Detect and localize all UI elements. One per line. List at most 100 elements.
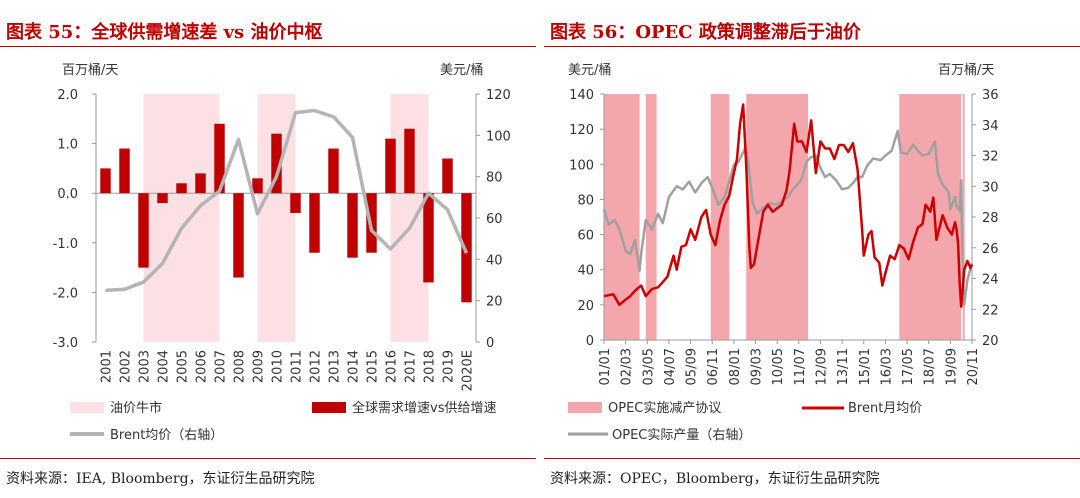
x-tick-label: 04/07 <box>663 348 678 385</box>
legend-label: Brent月均价 <box>848 401 922 416</box>
y2-tick-label: 22 <box>982 303 999 318</box>
x-tick-label: 2007 <box>214 350 229 383</box>
x-tick-label: 2017 <box>404 350 419 383</box>
legend-label: OPEC实施减产协议 <box>608 401 721 416</box>
demand-supply-bar <box>328 148 339 194</box>
y2-tick-label: 24 <box>982 273 999 288</box>
x-tick-label: 12/09 <box>814 348 829 385</box>
x-tick-label: 2019 <box>442 350 457 383</box>
x-tick-label: 10/05 <box>771 348 786 385</box>
y-tick-label: -2.0 <box>53 286 78 301</box>
source-rule <box>544 458 1080 459</box>
y2-tick-label: 30 <box>982 180 999 195</box>
x-tick-label: 2006 <box>195 350 210 383</box>
demand-supply-bar <box>461 193 472 303</box>
opec-cut-band <box>746 94 809 340</box>
y2-tick-label: 0 <box>486 336 494 351</box>
y2-tick-label: 20 <box>982 334 999 349</box>
demand-supply-bar <box>442 158 453 194</box>
x-tick-label: 13/11 <box>836 348 851 385</box>
x-tick-label: 08/01 <box>728 348 743 385</box>
demand-supply-bar <box>385 138 396 194</box>
left-axis-unit: 百万桶/天 <box>62 63 118 78</box>
right-axis-unit: 百万桶/天 <box>938 63 994 78</box>
x-tick-label: 2020E <box>461 350 476 391</box>
x-tick-label: 16/03 <box>879 348 894 385</box>
y2-tick-label: 60 <box>486 212 503 227</box>
x-tick-label: 2015 <box>366 350 381 383</box>
y2-tick-label: 20 <box>486 295 503 310</box>
x-tick-label: 2003 <box>138 350 153 383</box>
y-tick-label: -3.0 <box>53 336 78 351</box>
legend-swatch-band <box>568 402 602 413</box>
x-tick-label: 03/05 <box>641 348 656 385</box>
legend-swatch-band <box>70 402 104 413</box>
x-tick-label: 2008 <box>233 350 248 383</box>
chart-panel-56: 图表 56：OPEC 政策调整滞后于油价 140 120 100 80 60 40 20 0 3… <box>544 0 1080 498</box>
x-tick-label: 2005 <box>176 350 191 383</box>
x-tick-label: 2009 <box>252 350 267 383</box>
y2-tick-label: 100 <box>486 129 511 144</box>
brent-monthly-line <box>603 103 974 308</box>
chart-title: 图表 56：OPEC 政策调整滞后于油价 <box>550 22 861 43</box>
opec-cut-band <box>962 94 965 340</box>
y-tick-label: 40 <box>577 264 594 279</box>
y2-tick-label: 80 <box>486 171 503 186</box>
x-tick-label: 2014 <box>347 350 362 383</box>
x-tick-label: 01/01 <box>598 348 613 385</box>
demand-supply-bar <box>138 193 149 268</box>
y2-tick-label: 32 <box>982 150 999 165</box>
legend-label: 油价牛市 <box>110 400 162 416</box>
x-tick-label: 2012 <box>309 350 324 383</box>
x-tick-label: 2018 <box>423 350 438 383</box>
demand-supply-bar <box>157 193 168 204</box>
x-tick-label: 09/03 <box>750 348 765 385</box>
y-tick-label: 120 <box>569 123 594 138</box>
x-tick-label: 2004 <box>157 350 172 383</box>
y-tick-label: 80 <box>577 193 594 208</box>
x-tick-label: 02/03 <box>620 348 635 385</box>
x-tick-label: 06/11 <box>706 348 721 385</box>
right-axis-unit: 美元/桶 <box>440 63 483 78</box>
opec-cut-band <box>645 94 657 340</box>
x-tick-label: 2011 <box>290 350 305 383</box>
x-tick-label: 19/09 <box>944 348 959 385</box>
y2-tick-label: 40 <box>486 253 503 268</box>
x-tick-label: 2016 <box>385 350 400 383</box>
opec-production-line <box>602 129 974 306</box>
y-tick-label: 60 <box>577 229 594 244</box>
y2-tick-label: 28 <box>982 211 999 226</box>
y-tick-label: 0 <box>586 334 594 349</box>
demand-supply-bar <box>347 193 358 258</box>
x-tick-label: 20/11 <box>966 348 981 385</box>
source-note: 资料来源：IEA, Bloomberg，东证衍生品研究院 <box>6 471 315 487</box>
demand-supply-bar <box>252 178 263 194</box>
demand-supply-bar <box>423 193 434 283</box>
x-tick-label: 11/07 <box>793 348 808 385</box>
source-note: 资料来源：OPEC，Bloomberg，东证衍生品研究院 <box>550 471 880 487</box>
x-tick-label: 2001 <box>100 350 115 383</box>
y2-tick-label: 34 <box>982 119 999 134</box>
demand-supply-bar <box>233 193 244 278</box>
demand-supply-bar <box>176 183 187 194</box>
brent-line <box>105 108 469 293</box>
x-tick-label: 17/05 <box>901 348 916 385</box>
chart-56-svg: 140 120 100 80 60 40 20 0 36 34 32 30 28 26 24 22 20 美元/桶… <box>568 63 999 443</box>
x-tick-label: 2010 <box>271 350 286 383</box>
y-tick-label: 1.0 <box>57 138 78 153</box>
demand-supply-bar <box>119 148 130 194</box>
y-tick-label: 100 <box>569 158 594 173</box>
chart-55-svg: 2.0 1.0 0.0 -1.0 -2.0 -3.0 120 100 80 60 40 20 0 百万桶/… <box>53 63 511 443</box>
demand-supply-bar <box>271 133 282 194</box>
legend-label: OPEC实际产量（右轴） <box>612 428 751 443</box>
y2-tick-label: 36 <box>982 88 999 103</box>
demand-supply-bar <box>195 173 206 194</box>
opec-cut-band <box>604 94 640 340</box>
x-tick-label: 2013 <box>328 350 343 383</box>
legend-label: 全球需求增速vs供给增速 <box>352 400 496 416</box>
x-tick-label: 18/07 <box>923 348 938 385</box>
y-tick-label: 140 <box>569 88 594 103</box>
bull-market-band <box>143 94 220 342</box>
source-rule <box>0 458 536 459</box>
chart-panel-55: 图表 55：全球供需增速差 vs 油价中枢 2.0 1.0 0.0 -1.0 -2.0 -… <box>0 0 536 498</box>
